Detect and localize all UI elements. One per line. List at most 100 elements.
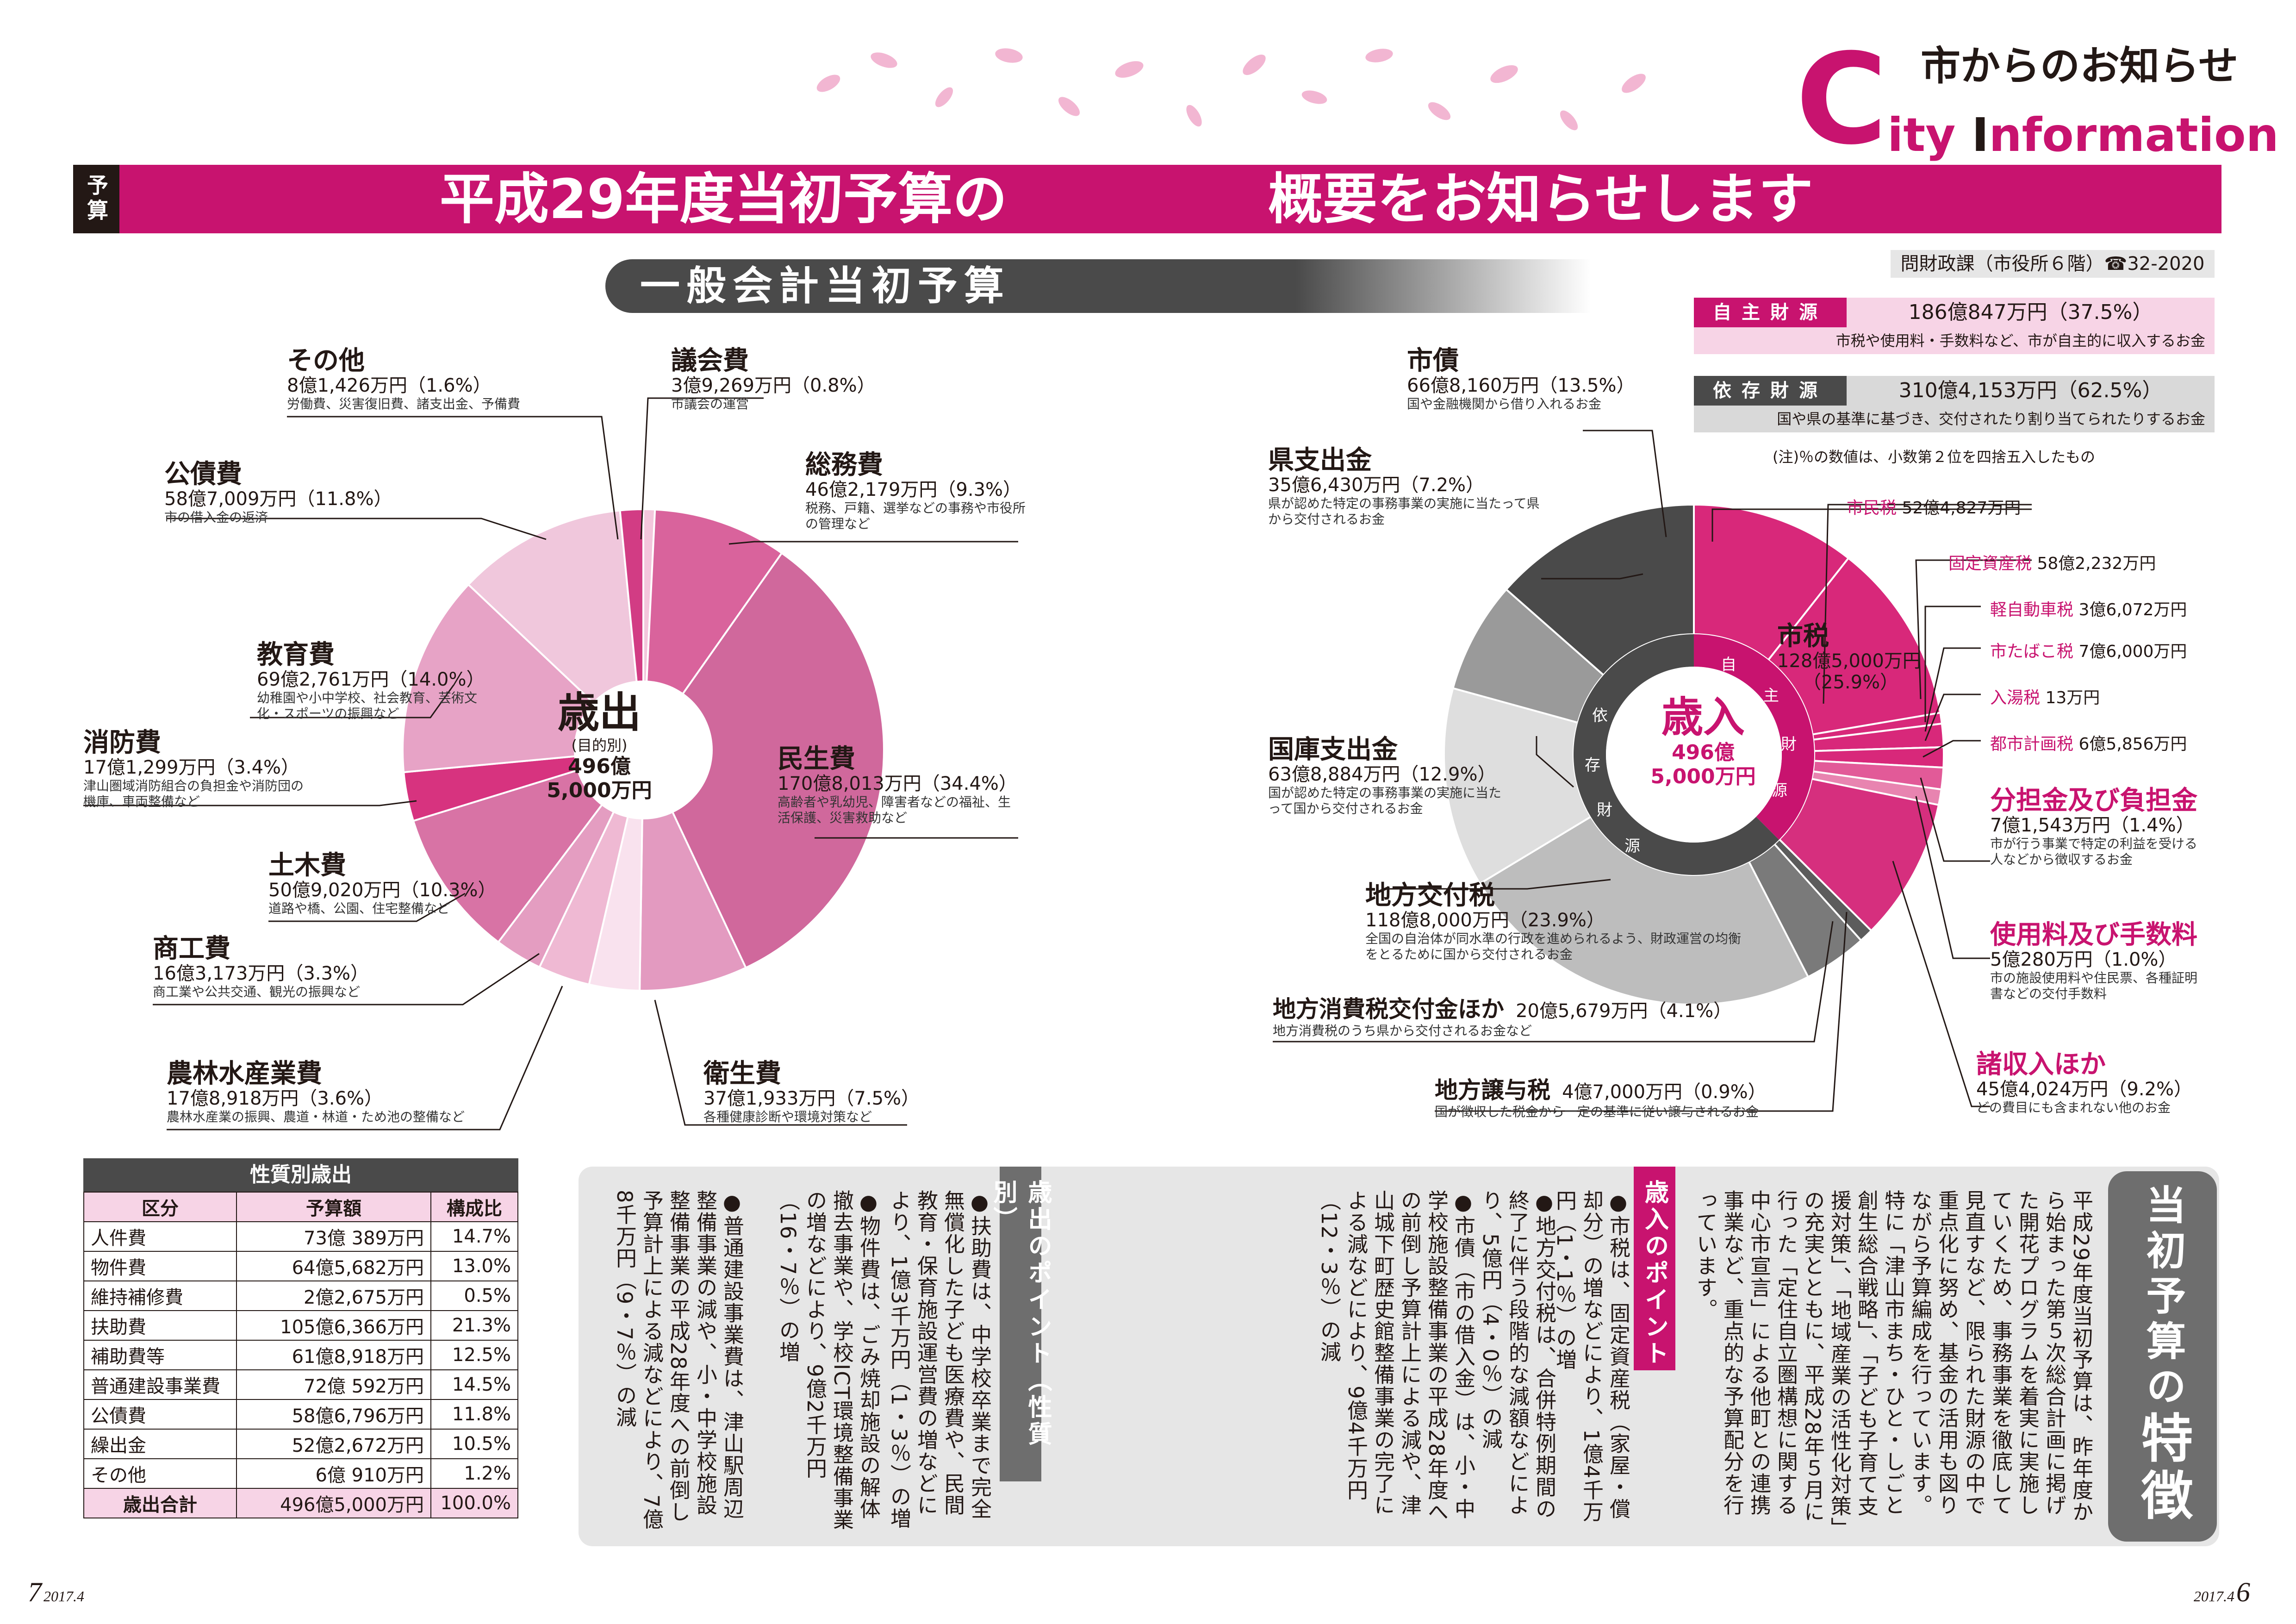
contact-info: 問財政課（市役所６階）☎32-2020 — [1891, 250, 2215, 278]
rev-name: 県支出金 — [1268, 445, 1372, 475]
table-cell: 0.5% — [430, 1280, 518, 1311]
nature-table: 区分 予算額 構成比 人件費 73億 389万円 14.7% 物件費 64億5,682万… — [83, 1192, 518, 1518]
rev-desc: 市が行う事業で特定の利益を受ける人などから徴収するお金 — [1990, 836, 2198, 867]
rev-amount: 20億5,679万円（4.1%） — [1516, 1000, 1732, 1022]
exp-point-1: ●扶助費は、中学校卒業まで完全無償化した子ども医療費や、民間教育・保育施設運営費… — [887, 1190, 992, 1530]
exp-points-title: 歳出のポイント（性質別） — [989, 1167, 1052, 1481]
brand-logo: City Information — [1796, 37, 2279, 162]
rev-name: 諸収入ほか — [1976, 1049, 2106, 1080]
rev-desc: 県が認めた特定の事務事業の実施に当たって県から交付されるお金 — [1268, 496, 1540, 527]
brand-c: C — [1796, 26, 1888, 172]
rev-amount: 7億1,543万円（1.4%） — [1990, 815, 2195, 836]
tax-toshikeikakuzei: 都市計画税 6億5,856万円 — [1990, 731, 2187, 755]
table-row: 普通建設事業費 72億 592万円 14.5% — [83, 1369, 518, 1400]
rev-label-shiyoryo: 使用料及び手数料 5億280万円（1.0%） 市の施設使用料や住民票、各種証明書… — [1990, 921, 2208, 1002]
tax-amount: 6億5,856万円 — [2078, 735, 2187, 754]
features-body: 平成29年度当初予算は、昨年度から始まった第５次総合計画に掲げた開花プログラムを… — [1693, 1190, 2093, 1529]
rev-desc: 地方消費税のうち県から交付されるお金など — [1273, 1023, 1532, 1038]
table-cell: 72億 592万円 — [236, 1369, 431, 1400]
exp-amount: 46億2,179万円（9.3%） — [805, 479, 1022, 500]
exp-amount: 3億9,269万円（0.8%） — [671, 375, 876, 396]
exp-desc: 労働費、災害復旧費、諸支出金、予備費 — [287, 396, 521, 412]
table-row: 維持補修費 2億2,675万円 0.5% — [83, 1280, 518, 1311]
nature-table-wrap: 性質別歳出 区分 予算額 構成比 人件費 73億 389万円 14.7% 物件費 64億… — [83, 1158, 518, 1518]
rev-label-joyozei: 地方譲与税 4億7,000万円（0.9%） 国が徴収した税金から一定の基準に従い… — [1435, 1076, 1767, 1120]
exp-amount: 17億8,918万円（3.6%） — [167, 1088, 383, 1109]
rev-label-shizei: 市税 128億5,000万円 （25.9%） — [1777, 623, 1930, 693]
ring-izon-2: 存 — [1585, 756, 1600, 775]
rev-amount: 118億8,000万円（23.9%） — [1365, 910, 1605, 931]
exp-amount: 8億1,426万円（1.6%） — [287, 375, 492, 396]
izon-amount: 310億4,153万円（62.5%） — [1847, 376, 2215, 406]
exp-amount: 50億9,020万円（10.3%） — [268, 880, 497, 901]
rev-name: 使用料及び手数料 — [1990, 920, 2197, 950]
table-cell: 維持補修費 — [83, 1280, 237, 1311]
tax-name: 入湯税 — [1990, 688, 2041, 707]
pie-slice-exp-7 — [412, 748, 646, 943]
tax-amount: 13万円 — [2045, 688, 2100, 707]
exp-center-label: 歳出 (目的別) 496億 5,000万円 — [546, 690, 653, 803]
table-cell: 52億2,672万円 — [236, 1429, 431, 1459]
tax-name: 市民税 — [1847, 499, 1897, 518]
page-title-left: 平成29年度当初予算の — [440, 167, 1008, 231]
table-cell: 100.0% — [430, 1488, 518, 1518]
rounding-note: (注)％の数値は、小数第２位を四捨五入したもの — [1773, 448, 2095, 466]
tax-amount: 3億6,072万円 — [2078, 600, 2187, 619]
ring-izon-1: 依 — [1592, 706, 1608, 725]
page-number-right: 6 — [2236, 1577, 2250, 1607]
table-row: 人件費 73億 389万円 14.7% — [83, 1221, 518, 1252]
table-header: 区分 — [83, 1192, 237, 1222]
pie-slice-exp-2 — [642, 551, 885, 969]
tax-amount: 7億6,000万円 — [2078, 642, 2187, 661]
rev-points-title: 歳入のポイント — [1634, 1167, 1675, 1370]
ring-jishu-1: 自 — [1721, 656, 1736, 674]
table-row: 物件費 64億5,682万円 13.0% — [83, 1251, 518, 1281]
exp-label-kyoikuhi: 教育費 69億2,761万円（14.0%） 幼稚園や小中学校、社会教育、芸術文化… — [257, 641, 498, 722]
rev-name: 地方交付税 — [1365, 881, 1495, 911]
brand-i: I — [1972, 108, 1989, 162]
table-cell: 扶助費 — [83, 1310, 237, 1341]
tax-amount: 58億2,232万円 — [2037, 554, 2156, 573]
section-tag: 予算 — [73, 165, 119, 233]
table-row: 公債費 58億6,796万円 11.8% — [83, 1399, 518, 1430]
tax-name: 市たばこ税 — [1990, 642, 2074, 661]
exp-label-shokohi: 商工費 16億3,173万円（3.3%） 商工業や公共交通、観光の振興など — [153, 935, 369, 1000]
rev-desc: 全国の自治体が同水準の行政を進められるよう、財政運営の均衡をとるために国から交付… — [1365, 931, 1742, 962]
rev-amount: 5億280万円（1.0%） — [1990, 949, 2177, 970]
ring-izon-4: 源 — [1624, 837, 1640, 856]
rev-label-kokko: 国庫支出金 63億8,884万円（12.9%） 国が認めた特定の事務事業の実施に… — [1268, 736, 1504, 817]
table-cell: 6億 910万円 — [236, 1458, 431, 1489]
tax-koteishisanzei: 固定資産税 58億2,232万円 — [1948, 550, 2156, 574]
table-row: その他 6億 910万円 1.2% — [83, 1458, 518, 1489]
table-cell: 2億2,675万円 — [236, 1280, 431, 1311]
footer-right: 2017.4 6 — [2194, 1576, 2250, 1608]
rev-amount: 35億6,430万円（7.2%） — [1268, 475, 1485, 496]
exp-name: 議会費 — [671, 346, 749, 376]
date-left: 2017.4 — [44, 1588, 84, 1605]
exp-desc: 高齢者や乳幼児、障害者などの福祉、生活保護、災害救助など — [778, 794, 1011, 825]
rev-donut-center — [1606, 667, 1782, 843]
exp-point-2: ●物件費は、ごみ焼却施設の解体撤去事業や、学校ICT環境整備事業の増などにより、… — [776, 1190, 881, 1531]
table-cell: 73億 389万円 — [236, 1221, 431, 1252]
features-title: 当初予算の 特徴 — [2108, 1171, 2217, 1542]
table-total-row: 歳出合計 496億5,000万円 100.0% — [83, 1488, 518, 1518]
table-cell: 1.2% — [430, 1458, 518, 1489]
table-cell: 58億6,796万円 — [236, 1399, 431, 1430]
jishu-amount: 186億847万円（37.5%） — [1847, 298, 2215, 327]
exp-desc: 幼稚園や小中学校、社会教育、芸術文化・スポーツの振興など — [257, 690, 478, 721]
rev-name: 分担金及び負担金 — [1990, 786, 2197, 816]
tax-name: 固定資産税 — [1948, 554, 2032, 573]
exp-desc: 道路や橋、公園、住宅整備など — [268, 901, 450, 916]
table-row: 扶助費 105億6,366万円 21.3% — [83, 1310, 518, 1341]
brand-nformation: nformation — [1989, 108, 2279, 162]
table-cell: 繰出金 — [83, 1429, 237, 1459]
subtitle: 一般会計当初予算 — [640, 263, 1010, 309]
exp-name: 教育費 — [257, 640, 335, 670]
rev-label-shoshunyu: 諸収入ほか 45億4,024万円（9.2%） どの費目にも含まれない他のお金 — [1976, 1051, 2208, 1116]
exp-center-sub: (目的別) — [571, 737, 628, 754]
rev-point-3: ●市債（市の借入金）は、小・中学校施設整備事業の平成28年度への前倒し予算計上に… — [1317, 1190, 1475, 1523]
tax-nyutozei: 入湯税 13万円 — [1990, 684, 2100, 708]
exp-center-total-1: 496億 — [568, 755, 631, 778]
rev-name: 国庫支出金 — [1268, 735, 1398, 765]
